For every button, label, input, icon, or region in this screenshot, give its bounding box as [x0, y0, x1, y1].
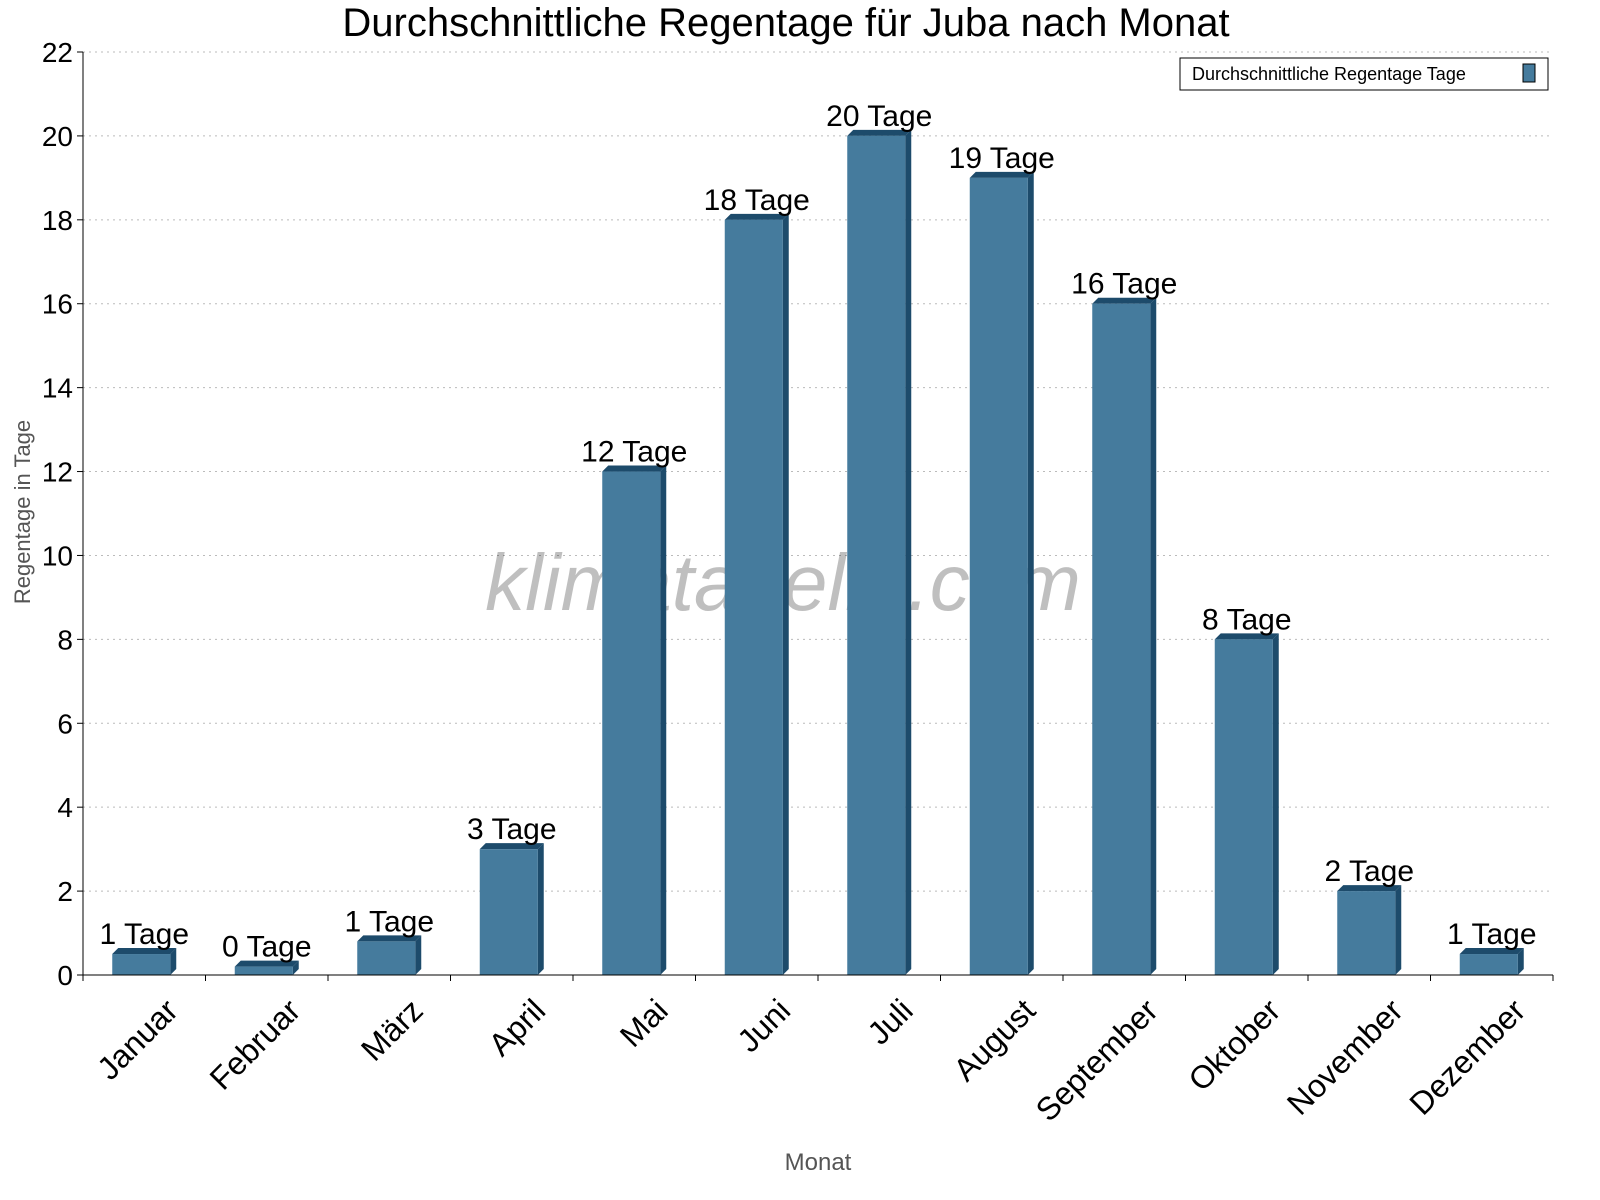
y-tick-label: 6: [57, 708, 73, 739]
bar-side: [1395, 885, 1402, 975]
y-tick-label: 14: [42, 373, 73, 404]
bar-side: [170, 948, 177, 975]
y-tick-label: 8: [57, 624, 73, 655]
data-label: 18 Tage: [704, 184, 810, 217]
bar-side: [1517, 948, 1524, 975]
bar-top: [602, 465, 667, 472]
data-label: 8 Tage: [1202, 603, 1292, 636]
bar-top: [357, 935, 422, 942]
bar-top: [234, 960, 299, 967]
grid-lines: [83, 51, 1553, 892]
bar: [1337, 891, 1396, 975]
x-tick-label: August: [946, 992, 1042, 1088]
data-label: 12 Tage: [581, 436, 687, 469]
bar-side: [1150, 297, 1157, 975]
bar-top: [1092, 297, 1157, 304]
x-tick-label: Februar: [203, 992, 308, 1097]
bar-side: [292, 960, 299, 975]
bar: [847, 135, 906, 976]
bar-side: [1027, 171, 1034, 975]
x-tick-label: Januar: [90, 992, 185, 1087]
x-tick-label: November: [1280, 992, 1410, 1122]
data-label: 1 Tage: [344, 905, 434, 938]
y-axis-label: Regentage in Tage: [10, 420, 35, 604]
y-tick-label: 2: [57, 876, 73, 907]
bar-top: [1214, 633, 1279, 640]
bar: [1214, 639, 1273, 975]
y-tick-label: 10: [42, 540, 73, 571]
bar-top: [112, 948, 177, 955]
data-label: 1 Tage: [99, 918, 189, 951]
data-label: 3 Tage: [467, 813, 557, 846]
x-tick-label: Oktober: [1181, 992, 1287, 1098]
data-label: 1 Tage: [1447, 918, 1537, 951]
y-tick-label: 0: [57, 960, 73, 991]
bar-side: [660, 465, 667, 975]
data-label: 19 Tage: [949, 142, 1055, 175]
y-tick-label: 18: [42, 205, 73, 236]
data-label: 20 Tage: [826, 100, 932, 133]
x-tick-label: Mai: [613, 992, 675, 1054]
y-tick-label: 12: [42, 457, 73, 488]
x-tick-label: April: [482, 992, 553, 1063]
bar: [479, 849, 538, 975]
data-label: 2 Tage: [1324, 855, 1414, 888]
bar: [1459, 954, 1518, 975]
bar-top: [847, 129, 912, 136]
bar-side: [537, 843, 544, 975]
y-tick-label: 22: [42, 37, 73, 68]
bar: [112, 954, 171, 975]
bar: [357, 941, 416, 975]
data-label: 0 Tage: [222, 931, 312, 964]
x-axis-label: Monat: [785, 1149, 852, 1176]
data-label: 16 Tage: [1071, 268, 1177, 301]
bar-top: [969, 171, 1034, 178]
bar-top: [479, 843, 544, 850]
x-tick-label: Dezember: [1402, 992, 1532, 1122]
legend: Durchschnittliche Regentage Tage: [1179, 57, 1549, 91]
bar-side: [415, 935, 422, 975]
y-tick-label: 16: [42, 289, 73, 320]
chart-title: Durchschnittliche Regentage für Juba nac…: [342, 1, 1229, 45]
x-tick-label: September: [1029, 992, 1165, 1128]
bar: [969, 177, 1028, 975]
y-tick-label: 4: [57, 792, 73, 823]
bar-side: [1272, 633, 1279, 975]
legend-label: Durchschnittliche Regentage Tage: [1192, 64, 1466, 84]
bar-side: [782, 213, 789, 975]
x-tick-label: Juli: [860, 992, 919, 1051]
legend-swatch: [1522, 63, 1536, 83]
y-tick-label: 20: [42, 121, 73, 152]
bar-top: [1459, 948, 1524, 955]
bar: [1092, 303, 1151, 975]
bar-side: [905, 129, 912, 976]
bar: [234, 966, 293, 975]
bar: [724, 219, 783, 975]
x-tick-label: März: [354, 992, 430, 1068]
bar: [602, 471, 661, 975]
bar-top: [1337, 885, 1402, 892]
x-tick-label: Juni: [730, 992, 797, 1059]
bars: 1 Tage 0 Tage 1 Tage 3 Tage 12 Tage 18 Tage 20…: [99, 100, 1537, 976]
bar-top: [724, 213, 789, 220]
